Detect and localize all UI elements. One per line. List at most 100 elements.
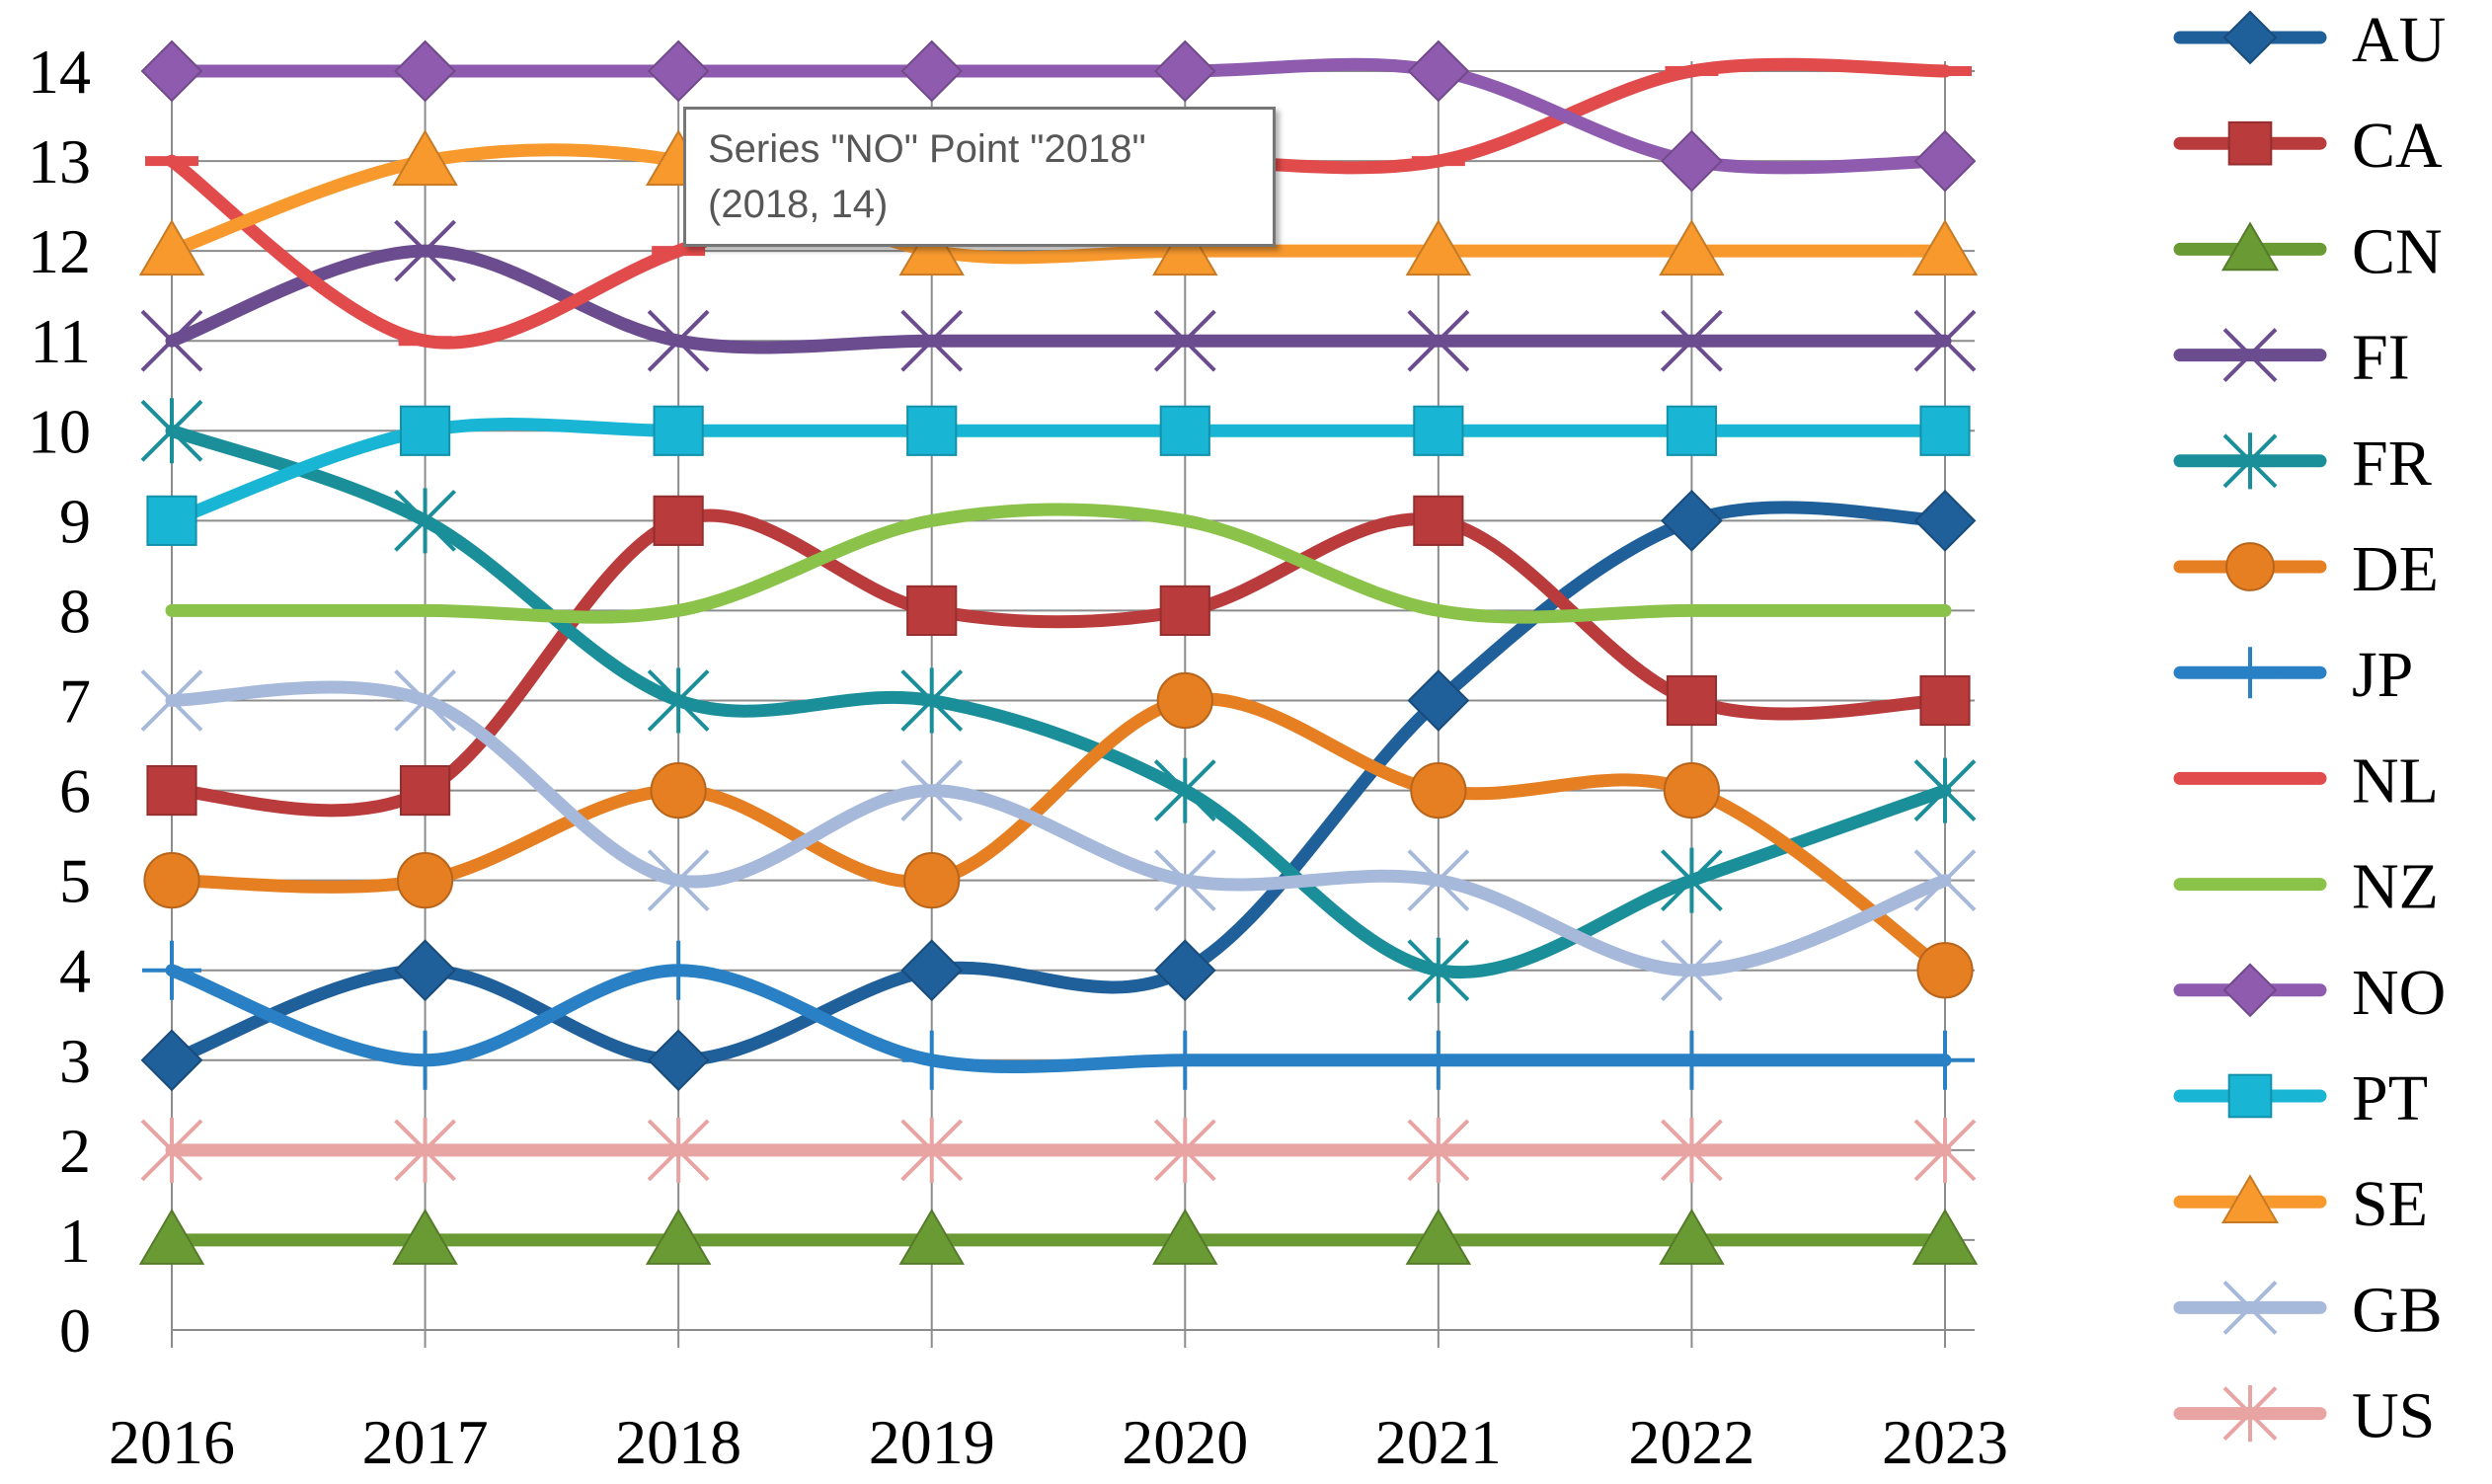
series-line-CA bbox=[165, 508, 1952, 818]
legend-label-CN: CN bbox=[2352, 215, 2443, 287]
point-FR-2016 bbox=[140, 398, 203, 464]
series-line-SE bbox=[165, 143, 1952, 265]
legend-label-JP: JP bbox=[2352, 639, 2413, 711]
point-FR-2018 bbox=[647, 667, 710, 734]
point-CA-2023 bbox=[1919, 674, 1971, 727]
legend-label-DE: DE bbox=[2352, 533, 2439, 605]
point-GB-2021 bbox=[1407, 849, 1470, 912]
point-US-2017 bbox=[394, 1117, 456, 1183]
point-AU-2021 bbox=[1407, 669, 1470, 732]
x-tick-label-2020: 2020 bbox=[1122, 1407, 1248, 1477]
point-CN-2022 bbox=[1659, 1208, 1725, 1265]
point-SE-2023 bbox=[1911, 219, 1979, 276]
point-FI-2021 bbox=[1407, 309, 1470, 372]
point-NO-2023 bbox=[1913, 129, 1977, 193]
point-US-2023 bbox=[1913, 1117, 1977, 1183]
point-CA-2017 bbox=[399, 764, 451, 817]
legend-label-PT: PT bbox=[2352, 1062, 2428, 1134]
point-AU-2022 bbox=[1661, 489, 1723, 552]
y-tick-label-10: 10 bbox=[28, 396, 91, 466]
legend-marker-JP bbox=[2224, 647, 2276, 699]
point-NO-2018 bbox=[647, 39, 710, 103]
series-line-PT bbox=[165, 418, 1952, 527]
legend-marker-GB bbox=[2222, 1280, 2278, 1335]
legend-marker-SE bbox=[2220, 1174, 2280, 1223]
point-DE-2022 bbox=[1663, 761, 1721, 820]
y-tick-label-9: 9 bbox=[59, 486, 91, 556]
tooltip-value-line: (2018, 14) bbox=[708, 183, 889, 226]
point-SE-2017 bbox=[392, 129, 458, 187]
point-US-2018 bbox=[647, 1117, 710, 1183]
point-JP-2016 bbox=[142, 940, 201, 1000]
point-CA-2021 bbox=[1413, 495, 1464, 546]
point-JP-2019 bbox=[901, 1030, 962, 1090]
point-CN-2023 bbox=[1911, 1208, 1979, 1265]
point-GB-2017 bbox=[394, 669, 456, 732]
legend-label-NO: NO bbox=[2352, 957, 2446, 1029]
point-CN-2019 bbox=[898, 1208, 965, 1265]
point-JP-2022 bbox=[1662, 1030, 1722, 1090]
legend-marker-PT bbox=[2227, 1073, 2273, 1119]
point-FI-2018 bbox=[647, 309, 710, 372]
point-GB-2020 bbox=[1153, 849, 1216, 912]
point-NO-2021 bbox=[1407, 39, 1470, 103]
point-GB-2022 bbox=[1661, 939, 1723, 1002]
legend-label-AU: AU bbox=[2352, 4, 2446, 76]
tooltip-series-line: Series "NO" Point "2018" bbox=[708, 127, 1146, 171]
series-line-FI bbox=[165, 244, 1952, 354]
point-CA-2019 bbox=[906, 585, 958, 637]
point-AU-2018 bbox=[647, 1029, 710, 1092]
point-SE-2019 bbox=[898, 219, 965, 276]
x-tick-label-2021: 2021 bbox=[1375, 1407, 1502, 1477]
x-tick-label-2016: 2016 bbox=[109, 1407, 235, 1477]
legend-marker-NO bbox=[2222, 963, 2278, 1018]
y-tick-label-2: 2 bbox=[59, 1116, 91, 1186]
series-line-NZ bbox=[165, 503, 1952, 624]
point-AU-2017 bbox=[394, 939, 456, 1002]
point-PT-2023 bbox=[1919, 405, 1971, 456]
x-tick-label-2017: 2017 bbox=[362, 1407, 489, 1477]
point-DE-2018 bbox=[650, 761, 707, 820]
point-CN-2017 bbox=[392, 1208, 458, 1265]
series-lines bbox=[165, 57, 1952, 1247]
point-DE-2023 bbox=[1916, 942, 1974, 999]
point-DE-2019 bbox=[903, 852, 961, 909]
point-JP-2017 bbox=[395, 1030, 455, 1090]
point-FR-2017 bbox=[394, 488, 456, 554]
point-NO-2020 bbox=[1153, 39, 1216, 103]
point-FR-2019 bbox=[900, 667, 964, 734]
legend-marker-FI bbox=[2222, 328, 2278, 383]
point-SE-2022 bbox=[1659, 219, 1725, 276]
point-FI-2020 bbox=[1153, 309, 1216, 372]
y-tick-label-14: 14 bbox=[28, 37, 91, 107]
series-markers bbox=[138, 39, 1979, 1265]
point-FI-2017 bbox=[394, 219, 456, 282]
point-AU-2016 bbox=[140, 1029, 203, 1092]
point-PT-2022 bbox=[1666, 405, 1718, 456]
y-tick-label-13: 13 bbox=[28, 126, 91, 196]
x-tick-label-2022: 2022 bbox=[1628, 1407, 1754, 1477]
y-tick-label-12: 12 bbox=[28, 216, 91, 286]
point-AU-2019 bbox=[900, 939, 964, 1002]
y-tick-label-0: 0 bbox=[59, 1295, 91, 1366]
point-US-2016 bbox=[140, 1117, 203, 1183]
legend: AU CA CN FI FR DE JP NL NZ NO PT SE GB US bbox=[2173, 4, 2446, 1452]
point-FR-2023 bbox=[1913, 757, 1977, 823]
y-tick-label-1: 1 bbox=[59, 1206, 91, 1276]
legend-label-NL: NL bbox=[2352, 744, 2439, 817]
y-tick-label-4: 4 bbox=[59, 936, 91, 1006]
legend-marker-US bbox=[2222, 1385, 2278, 1443]
point-AU-2020 bbox=[1153, 939, 1216, 1002]
point-JP-2021 bbox=[1408, 1030, 1468, 1090]
series-line-DE bbox=[165, 692, 1952, 977]
legend-label-FR: FR bbox=[2352, 428, 2432, 500]
point-CA-2018 bbox=[653, 495, 704, 546]
legend-marker-DE bbox=[2225, 542, 2275, 591]
point-PT-2020 bbox=[1159, 405, 1210, 456]
point-FI-2023 bbox=[1913, 309, 1977, 372]
point-SE-2021 bbox=[1405, 219, 1472, 276]
point-FR-2020 bbox=[1153, 757, 1216, 823]
point-PT-2017 bbox=[399, 405, 451, 456]
point-FI-2016 bbox=[140, 309, 203, 372]
